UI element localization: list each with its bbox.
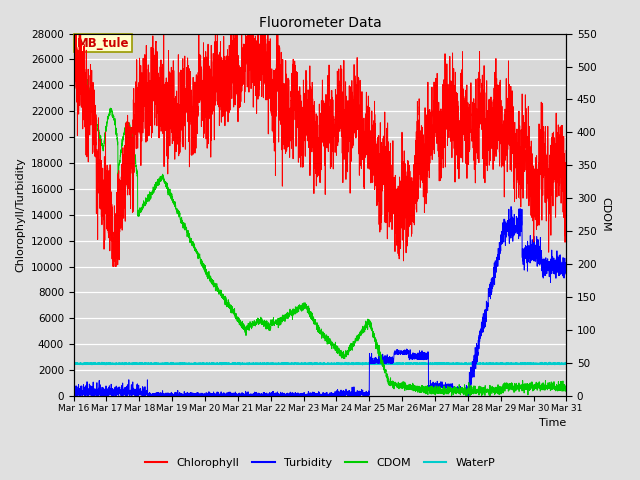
Text: MB_tule: MB_tule xyxy=(77,36,129,49)
Title: Fluorometer Data: Fluorometer Data xyxy=(259,16,381,30)
Y-axis label: Chlorophyll/Turbidity: Chlorophyll/Turbidity xyxy=(15,157,26,272)
Legend: Chlorophyll, Turbidity, CDOM, WaterP: Chlorophyll, Turbidity, CDOM, WaterP xyxy=(141,453,499,472)
Y-axis label: CDOM: CDOM xyxy=(600,197,611,232)
X-axis label: Time: Time xyxy=(539,418,566,428)
